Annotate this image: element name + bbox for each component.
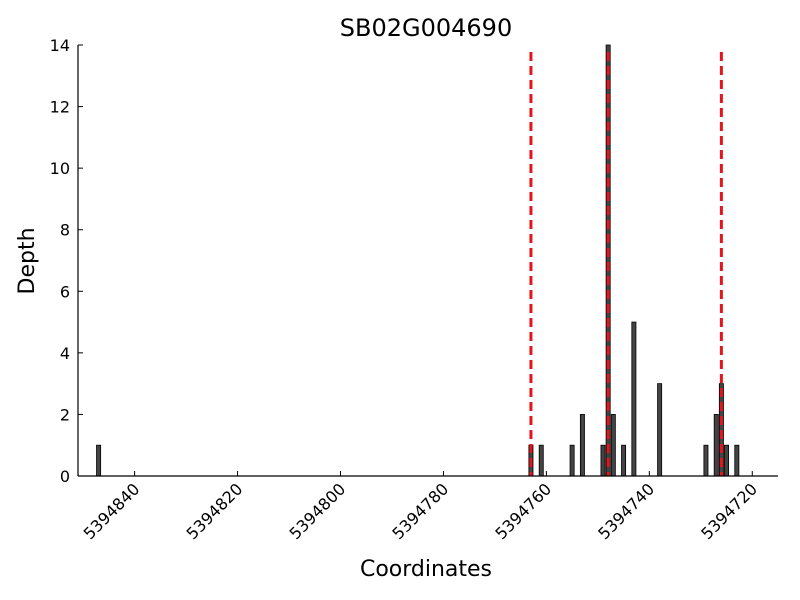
bar [631,321,637,477]
bar [734,444,740,477]
bar [600,444,606,477]
bar [610,414,616,477]
x-tick-label: 5394840 [80,479,144,543]
y-axis-title: Depth [15,227,40,294]
y-tick-label: 8 [60,221,70,240]
x-axis-title: Coordinates [360,557,492,582]
y-tick-label: 14 [50,36,70,55]
bar [713,414,719,477]
axes-layer: 0 2 4 6 8 10 12 14 5394840 5394820 5394800 5394780 5… [50,36,778,543]
y-tick-label: 10 [50,159,70,178]
x-tick-label: 5394780 [388,479,452,543]
x-tick-label: 5394800 [286,479,350,543]
y-tick-label: 2 [60,405,70,424]
y-tick-label: 12 [50,98,70,117]
y-tick-label: 6 [60,282,70,301]
x-tick-label: 5394740 [594,479,658,543]
x-tick-label: 5394720 [697,479,761,543]
y-tick-label: 0 [60,467,70,486]
x-tick-label: 5394820 [183,479,247,543]
bar [657,383,663,477]
bar [621,444,627,477]
bars-layer [96,44,740,477]
chart-title: SB02G004690 [340,14,512,42]
reference-lines-layer [529,52,723,476]
y-tick-label: 4 [60,344,70,363]
x-tick-label: 5394760 [491,479,555,543]
bar [538,444,544,477]
bar [724,444,729,477]
bar [579,414,585,477]
bar [569,444,575,477]
bar [703,444,709,477]
bar [96,444,102,477]
